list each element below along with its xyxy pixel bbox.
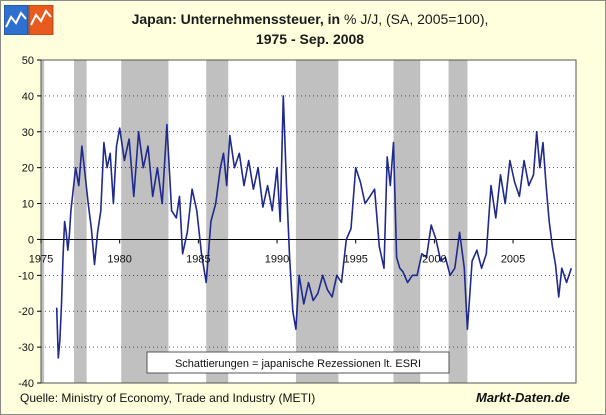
series-line [55, 95, 573, 359]
y-tick-label: 10 [22, 199, 34, 211]
legend-note: Schattierungen = japanische Rezessionen … [175, 358, 421, 370]
recession-bands [41, 60, 468, 383]
title-main: Japan: Unternehmenssteuer, in [131, 11, 345, 27]
y-tick-label: -30 [18, 342, 34, 354]
y-tick-label: 0 [28, 234, 34, 246]
x-tick-label: 2000 [422, 253, 446, 265]
recession-band [74, 60, 87, 383]
y-tick-label: -20 [18, 306, 34, 318]
title-period: 1975 - Sep. 2008 [255, 31, 365, 47]
x-tick-label: 1975 [29, 253, 53, 265]
x-tick-label: 2005 [501, 253, 525, 265]
recession-band [295, 60, 339, 383]
recession-legend-box: Schattierungen = japanische Rezessionen … [146, 351, 450, 374]
plot-border [40, 59, 577, 384]
source-note: Quelle: Ministry of Economy, Trade and I… [20, 391, 316, 405]
chart-logo-icon [4, 5, 54, 35]
legend-box [146, 351, 450, 374]
recession-band [448, 60, 468, 383]
series-group [55, 95, 573, 359]
y-tick-label: 50 [22, 55, 34, 67]
recession-band [121, 60, 169, 383]
y-tick-label: -40 [18, 378, 34, 390]
recession-band [206, 60, 229, 383]
brand-watermark: Markt-Daten.de [476, 390, 570, 405]
y-tick-label: -10 [18, 270, 34, 282]
y-tick-label: 20 [22, 163, 34, 175]
y-axis: -40 -30 -20 -10 0 10 20 30 40 50 [18, 55, 41, 390]
recession-band [393, 60, 421, 383]
x-tick-label: 1995 [343, 253, 367, 265]
x-tick-label: 1980 [107, 253, 131, 265]
x-axis: 1975 1980 1985 1990 1995 2000 2005 [29, 239, 525, 265]
recession-band [41, 60, 45, 383]
x-tick-label: 1990 [265, 253, 289, 265]
y-tick-label: 30 [22, 127, 34, 139]
title-sub: % J/J, (SA, 2005=100), [344, 11, 489, 27]
y-tick-label: 40 [22, 91, 34, 103]
chart-title: Japan: Unternehmenssteuer, in % J/J, (SA… [90, 9, 530, 49]
x-tick-label: 1985 [186, 253, 210, 265]
